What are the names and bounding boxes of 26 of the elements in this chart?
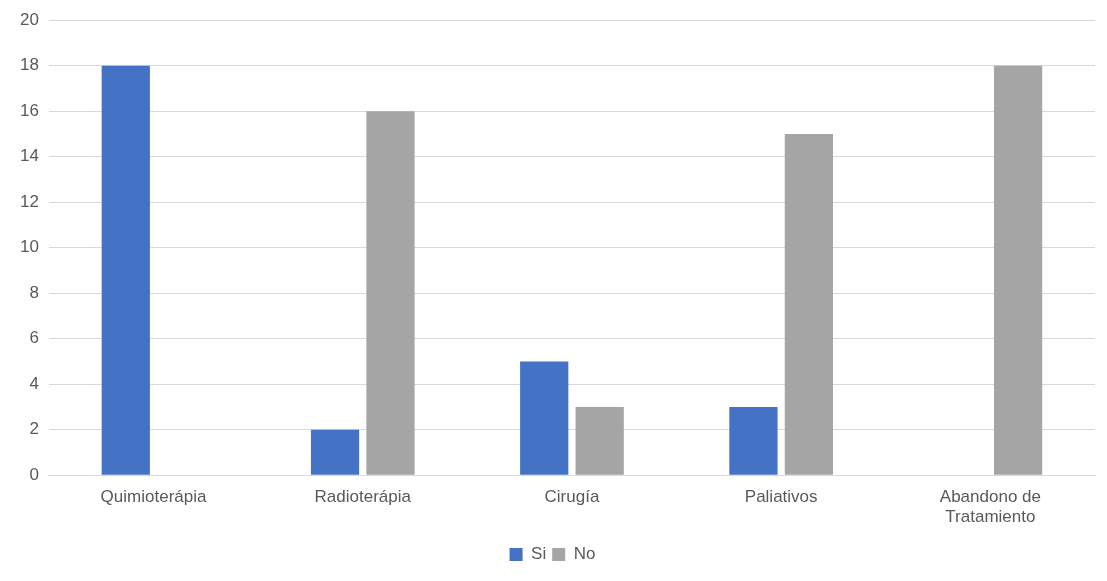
bar (520, 361, 569, 475)
y-tick-label: 16 (19, 100, 39, 120)
y-tick-label: 10 (19, 237, 39, 257)
bar (784, 133, 834, 475)
bar (366, 111, 415, 475)
y-tick-label: 0 (29, 464, 39, 484)
y-tick-label: 2 (29, 419, 39, 439)
y-tick-label: 20 (19, 9, 39, 29)
legend-label: No (573, 544, 596, 564)
bar (575, 406, 624, 475)
x-tick-label: Cirugía (544, 487, 600, 507)
x-tick-label: Quimioterápia (100, 487, 207, 507)
y-tick-label: 8 (29, 282, 39, 302)
y-tick-label: 14 (19, 146, 39, 166)
y-tick-label: 18 (19, 55, 39, 75)
bar (310, 429, 360, 475)
y-tick-label: 4 (29, 373, 39, 393)
y-tick-label: 6 (29, 328, 39, 348)
bar (994, 65, 1043, 475)
y-tick-label: 12 (19, 191, 39, 211)
bar (729, 406, 778, 475)
x-tick-label: Radioterápia (314, 487, 412, 507)
x-tick-label: Abandono de Tratamiento (939, 487, 1041, 527)
bar (101, 65, 150, 475)
x-tick-label: Paliativos (744, 487, 818, 507)
legend-label: Si (531, 544, 547, 564)
